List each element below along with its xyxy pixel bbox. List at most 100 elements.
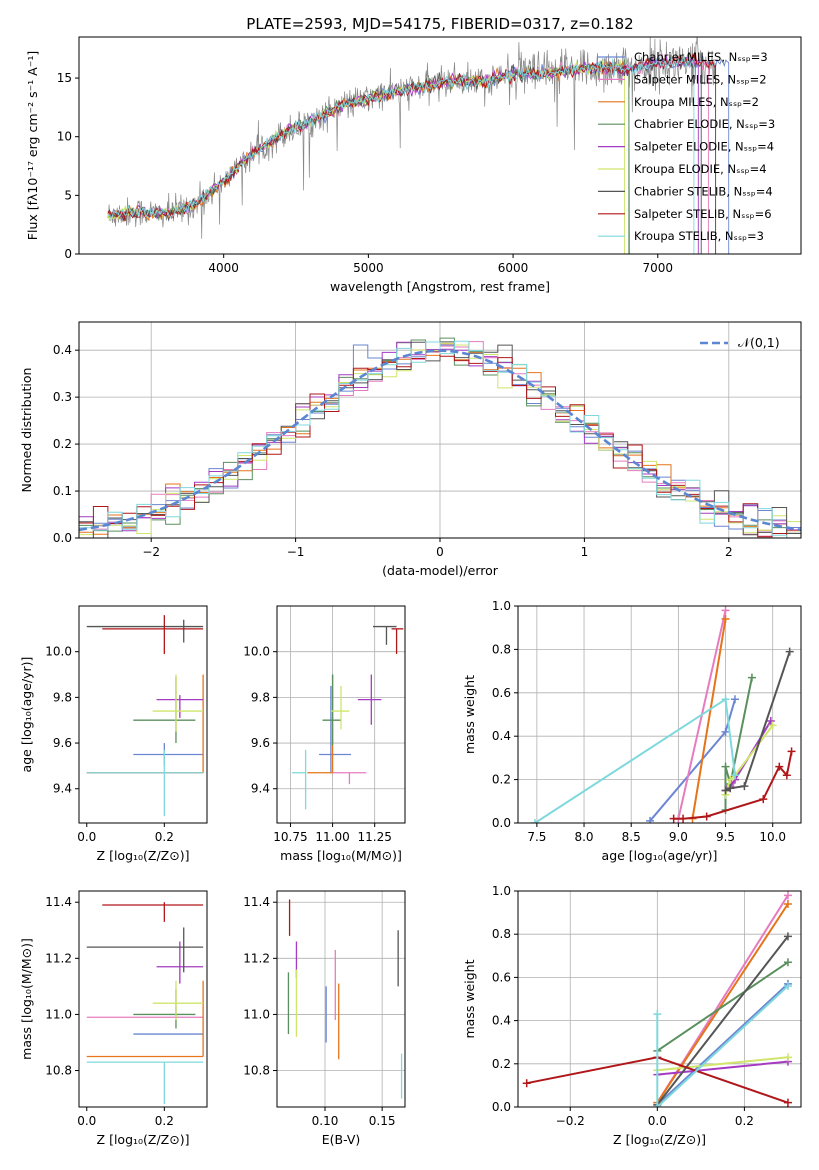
errorbar-chabrier-elodie bbox=[133, 989, 196, 1029]
y-tick-label: 15 bbox=[57, 71, 72, 85]
x-tick-label: 0.2 bbox=[155, 1114, 174, 1128]
x-axis-label: (data-model)/error bbox=[382, 563, 499, 578]
y-tick-label: 9.6 bbox=[53, 736, 72, 750]
y-tick-label: 11.2 bbox=[45, 951, 72, 965]
series-marker bbox=[721, 786, 730, 795]
x-axis-label: Z [log₁₀(Z/Z⊙)] bbox=[97, 1132, 190, 1147]
errorbar-salpeter-elodie bbox=[156, 695, 204, 718]
series-marker bbox=[783, 891, 792, 900]
axes-residuals: −2 −1 0 1 2 0.0 0.1 0.2 0.3 0.4 (data-model)/error… bbox=[19, 321, 802, 578]
errorbar-kroupa-stelib bbox=[86, 749, 204, 817]
x-tick-label: 0.0 bbox=[77, 830, 96, 844]
spectrum-model-chabrier-elodie bbox=[107, 59, 630, 254]
y-tick-label: 0.6 bbox=[492, 970, 511, 984]
series-marker bbox=[530, 819, 539, 823]
x-tick-label: 1 bbox=[581, 545, 589, 559]
x-tick-label: 0.10 bbox=[312, 1114, 339, 1128]
errorbar-kroupa-stelib bbox=[292, 749, 307, 810]
series-marker bbox=[766, 717, 775, 726]
y-tick-label: 9.6 bbox=[251, 736, 270, 750]
series-marker bbox=[783, 982, 792, 991]
x-tick-label: 9.0 bbox=[669, 830, 688, 844]
series-marker bbox=[679, 814, 688, 823]
x-tick-label: 4000 bbox=[208, 261, 239, 275]
axes-frame bbox=[276, 890, 406, 1108]
y-tick-label: 10.8 bbox=[243, 1064, 270, 1078]
x-tick-label: 11.25 bbox=[358, 830, 392, 844]
errorbar-salpeter-elodie bbox=[357, 674, 382, 725]
errorbar-kroupa-elodie bbox=[330, 685, 350, 730]
legend-entry: Chabrier STELIB, Nₛₛₚ=4 bbox=[634, 184, 773, 198]
axes-mass-vs-EBV: 0.10 0.15 10.8 11.0 11.2 11.4 E(B-V) bbox=[243, 890, 406, 1147]
plot-area bbox=[86, 902, 204, 1105]
errorbar-salpeter-stelib bbox=[391, 628, 404, 654]
plot-area bbox=[86, 615, 204, 817]
y-tick-label: 0.6 bbox=[492, 686, 511, 700]
axes-massweight-vs-age: 7.5 8.0 8.5 9.0 9.5 10.0 0.0 0.2 0.4 0.6 0.8 1.0 age… bbox=[462, 599, 802, 863]
axes-mass-vs-Z: 0.0 0.2 10.8 11.0 11.2 11.4 Z [log₁₀(Z/Z⊙)] mas… bbox=[19, 890, 208, 1147]
errorbar-salpeter-stelib bbox=[102, 615, 204, 654]
errorbar-chabrier-stelib bbox=[373, 625, 397, 645]
x-tick-label: −2 bbox=[142, 545, 160, 559]
axes-frame bbox=[78, 890, 208, 1108]
errorbar-kroupa-elodie bbox=[152, 980, 204, 1021]
series-marker bbox=[721, 695, 730, 704]
series-line bbox=[656, 961, 789, 1052]
x-axis-label: Z [log₁₀(Z/Z⊙)] bbox=[97, 848, 190, 863]
errorbar-chabrier-miles bbox=[319, 685, 352, 773]
series-kroupa-elodie bbox=[721, 721, 777, 799]
series-line bbox=[657, 1060, 788, 1076]
errorbar-salpeter-miles bbox=[332, 772, 367, 785]
axes-massweight-vs-Z: −0.2 0.0 0.2 0.0 0.2 0.4 0.6 0.8 1.0 Z [log₁₀(Z/Z… bbox=[462, 884, 802, 1147]
y-tick-label: 0.3 bbox=[53, 390, 72, 404]
x-tick-label: −0.2 bbox=[556, 1114, 585, 1128]
y-tick-label: 10.0 bbox=[243, 645, 270, 659]
y-tick-label: 11.0 bbox=[243, 1007, 270, 1021]
series-marker bbox=[646, 816, 655, 823]
x-axis-label: mass [log₁₀(M/M⊙)] bbox=[280, 848, 402, 863]
legend-entry: Kroupa STELIB, Nₛₛₚ=3 bbox=[634, 229, 764, 243]
page-title: PLATE=2593, MJD=54175, FIBERID=0317, z=0… bbox=[246, 15, 633, 33]
y-tick-label: 0.2 bbox=[492, 773, 511, 787]
series-line bbox=[691, 618, 727, 819]
y-tick-label: 0.0 bbox=[492, 816, 511, 830]
plot-area bbox=[107, 37, 730, 254]
axes-frame bbox=[517, 890, 802, 1108]
x-tick-label: 11.00 bbox=[315, 830, 349, 844]
y-tick-label: 0.8 bbox=[492, 927, 511, 941]
x-tick-label: 0.0 bbox=[648, 1114, 667, 1128]
y-tick-label: 0.0 bbox=[492, 1100, 511, 1114]
y-axis-label: mass [log₁₀(M/M⊙)] bbox=[19, 938, 34, 1060]
x-tick-label: 8.5 bbox=[622, 830, 641, 844]
x-axis-label: Z [log₁₀(Z/Z⊙)] bbox=[613, 1132, 706, 1147]
series-marker bbox=[721, 615, 730, 624]
axes-spectrum: 4000 5000 6000 7000 0 5 10 15 wavelength [Angstr… bbox=[25, 36, 802, 294]
spectrum-model-salpeter-miles bbox=[107, 53, 709, 254]
x-axis-label: age [log₁₀(age/yr)] bbox=[602, 848, 718, 863]
series-marker bbox=[702, 812, 711, 821]
legend: Chabrier MILES, Nₛₛₚ=3 Salpeter MILES, Nₛ… bbox=[598, 50, 775, 243]
series-marker bbox=[759, 795, 768, 804]
x-tick-label: 9.5 bbox=[716, 830, 735, 844]
y-tick-label: 10.0 bbox=[45, 645, 72, 659]
x-tick-label: 0.2 bbox=[735, 1114, 754, 1128]
series-line bbox=[724, 724, 774, 796]
series-line bbox=[656, 985, 789, 1107]
series-line bbox=[657, 1056, 788, 1072]
series-marker bbox=[783, 1053, 792, 1062]
y-axis-label: Normed distribution bbox=[19, 368, 34, 493]
y-tick-label: 9.4 bbox=[53, 782, 72, 796]
x-tick-label: 8.0 bbox=[574, 830, 593, 844]
spectrum-model-chabrier-stelib bbox=[107, 56, 702, 254]
legend-entry: Kroupa MILES, Nₛₛₚ=2 bbox=[634, 95, 759, 109]
series-chabrier-stelib bbox=[721, 647, 794, 795]
y-tick-label: 0.4 bbox=[492, 1014, 511, 1028]
y-tick-label: 1.0 bbox=[492, 599, 511, 613]
y-tick-label: 9.8 bbox=[251, 690, 270, 704]
histogram-kroupa-stelib bbox=[79, 340, 801, 538]
y-tick-label: 1.0 bbox=[492, 884, 511, 898]
y-tick-label: 0.4 bbox=[492, 729, 511, 743]
series-marker bbox=[726, 775, 735, 784]
series-marker bbox=[783, 932, 792, 941]
